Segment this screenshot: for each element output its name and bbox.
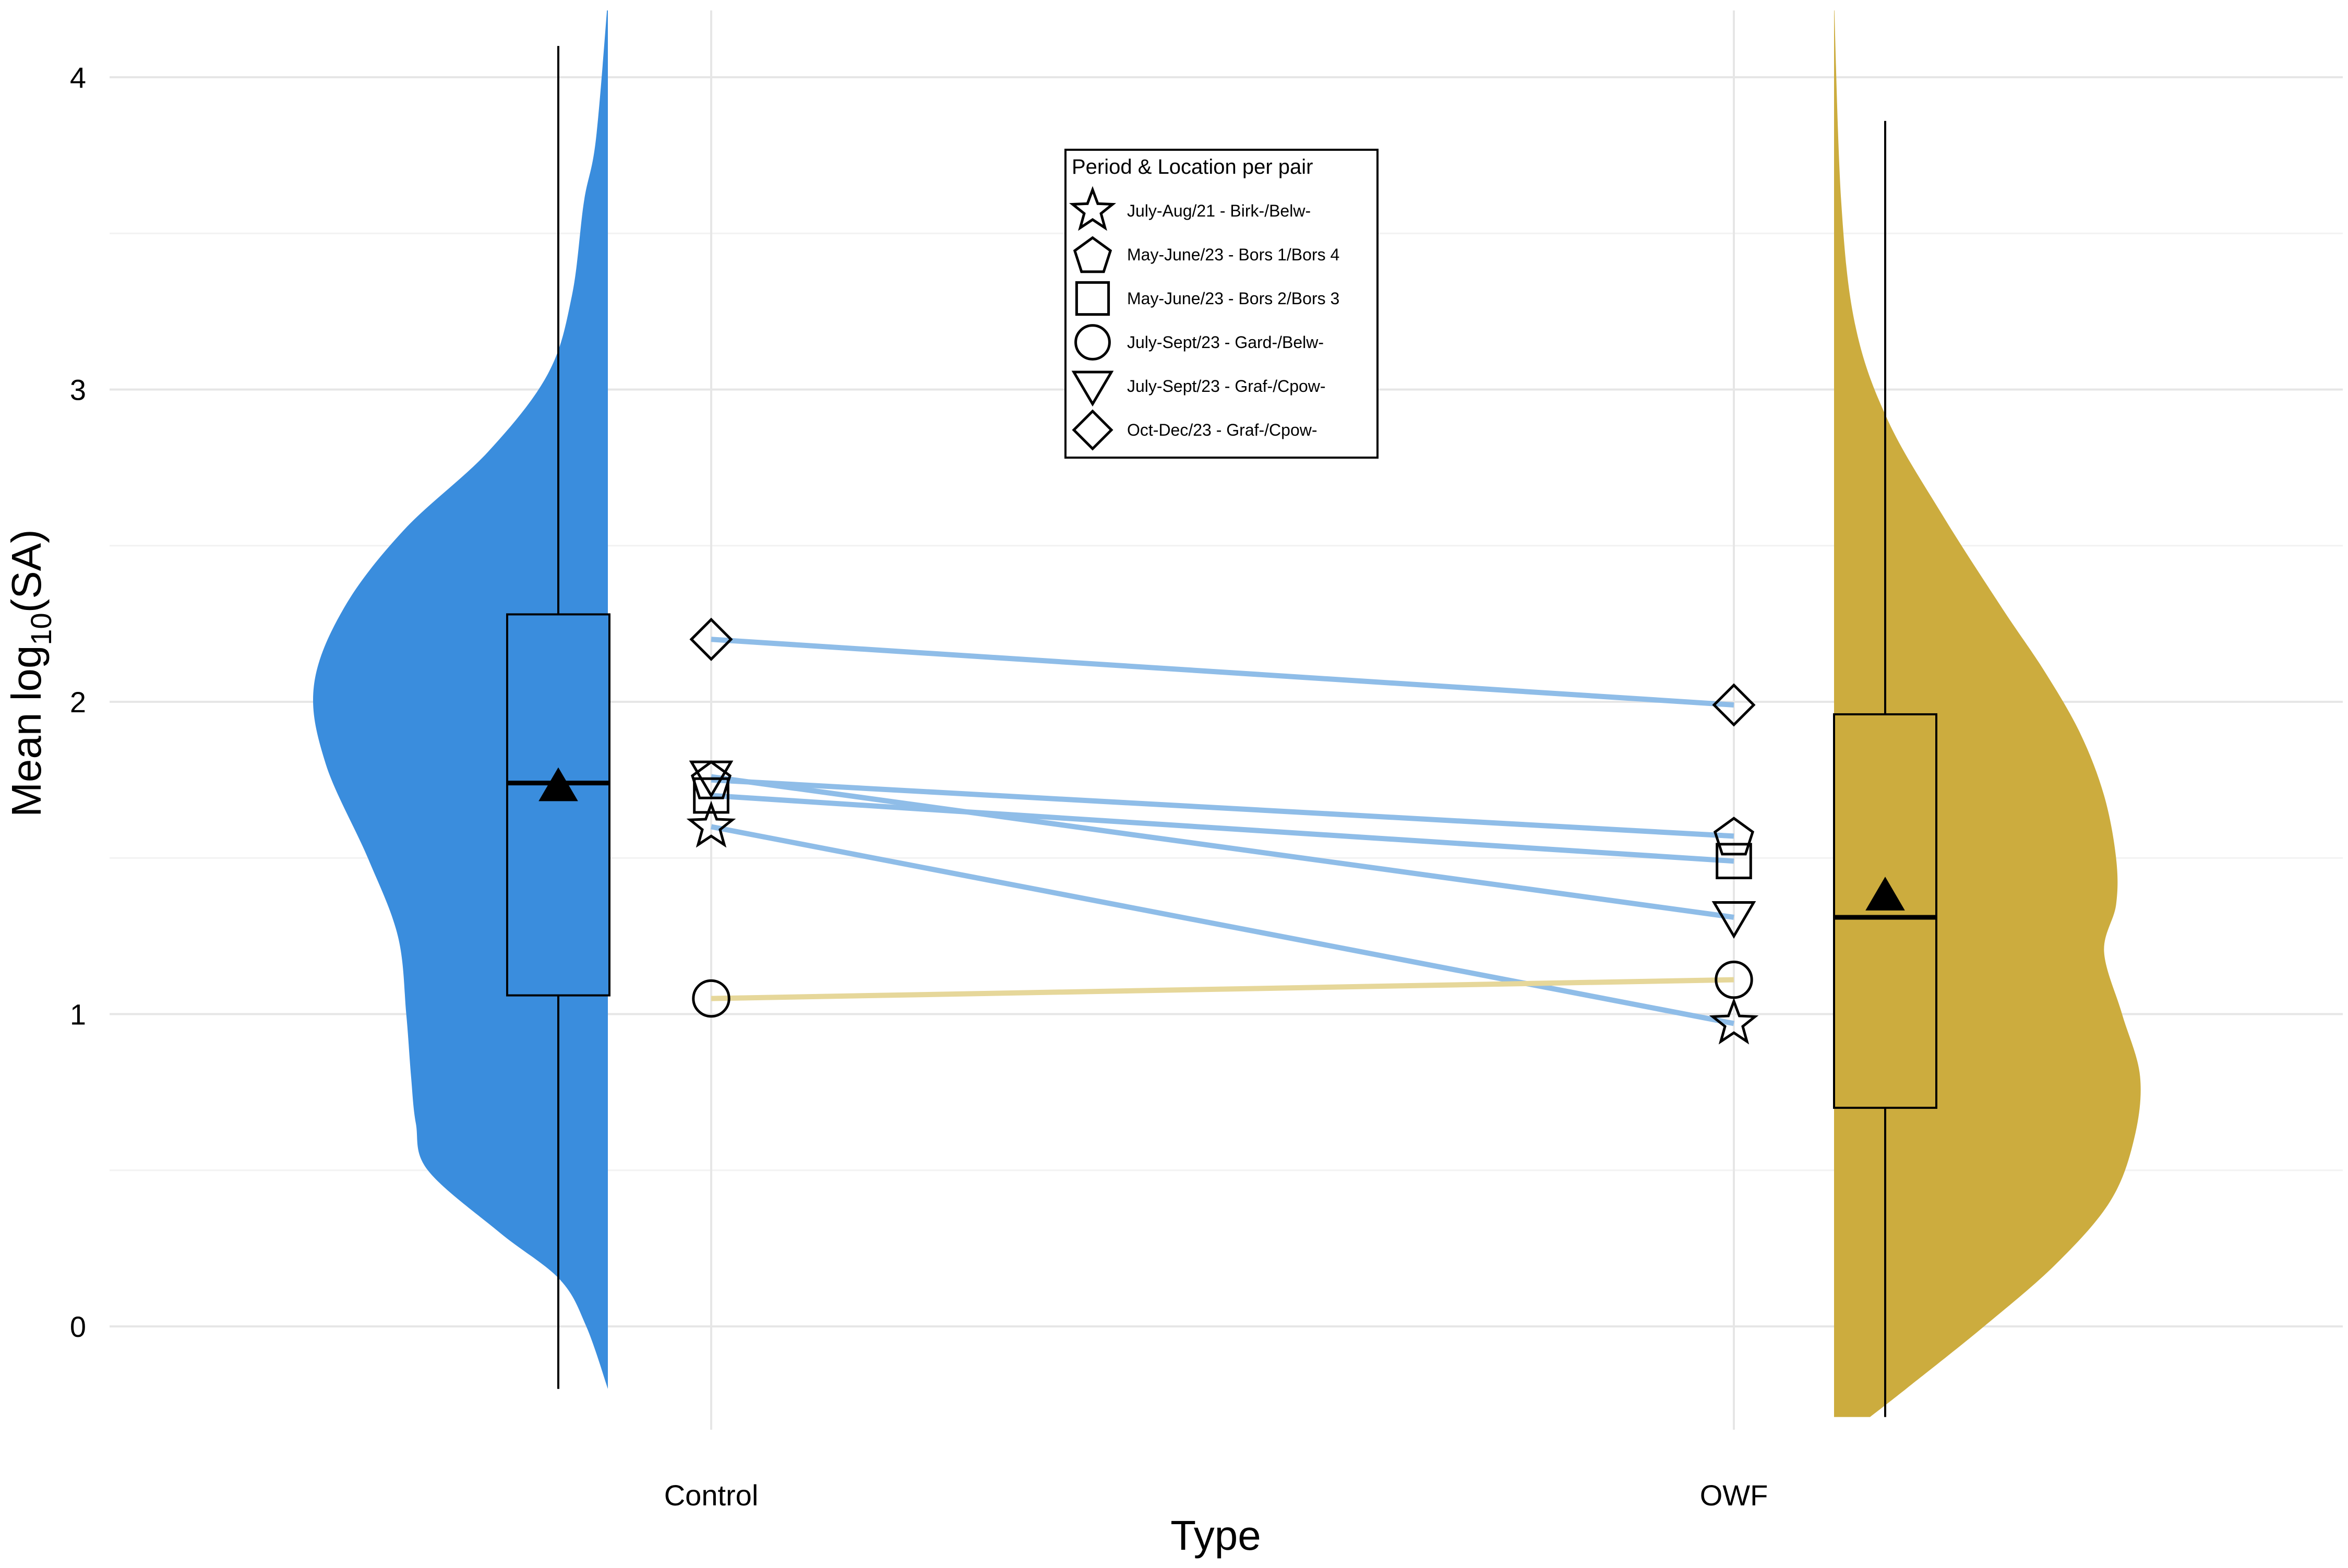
legend-key-pentagon [1073,236,1112,273]
mean-marker-owf [1865,877,1905,911]
density-cloud-owf [1834,10,2141,1417]
pair-line-diamond [711,637,1734,708]
y-axis-title: Mean log10(SA) [3,529,57,817]
pair-line-circle [711,977,1734,1001]
legend-key-square [1075,281,1110,316]
point-control-diamond [689,617,733,661]
paired-points [686,617,1759,1045]
axes-labels: 0 1 2 3 4 Control OWF Type Mean log10(SA) [3,61,1768,1559]
legend-key-triangle-down [1071,370,1114,407]
point-control-circle [692,979,730,1018]
y-axis-title-subscript: 10 [25,613,57,645]
point-control-triangle-down [689,760,734,798]
legend-key-circle [1074,324,1111,361]
legend-label: Oct-Dec/23 - Graf-/Cpow- [1127,421,1317,439]
legend-title: Period & Location per pair [1072,155,1313,178]
box-owf [1833,713,1937,1109]
pair-line-triangle-down [711,774,1734,920]
y-tick-label: 4 [70,61,86,94]
pair-line-square [711,793,1734,864]
legend-label: July-Aug/21 - Birk-/Belw- [1127,201,1311,220]
point-control-star [686,800,736,848]
density-cloud-control [313,10,608,1389]
legend-label: July-Sept/23 - Graf-/Cpow- [1127,377,1326,396]
pair-line-pentagon [711,777,1734,839]
point-owf-star [1709,997,1759,1045]
legend-label: May-June/23 - Bors 1/Bors 4 [1127,245,1339,264]
point-owf-circle [1715,960,1753,999]
point-owf-square [1716,843,1752,879]
y-tick-label: 0 [70,1310,86,1343]
y-tick-label: 3 [70,374,86,406]
x-tick-label: Control [664,1479,759,1512]
legend-box [1064,149,1379,459]
legend-key-diamond [1072,409,1113,451]
y-axis-title-main: Mean log [3,645,50,817]
y-tick-label: 2 [70,686,86,719]
legend-label: July-Sept/23 - Gard-/Belw- [1127,333,1324,352]
legend-label: May-June/23 - Bors 2/Bors 3 [1127,289,1339,308]
x-tick-label: OWF [1700,1479,1768,1512]
x-axis-title: Type [1170,1512,1261,1559]
y-axis-title-tail: (SA) [3,529,50,613]
legend-key-star [1069,186,1117,231]
boxplots [506,46,1937,1417]
point-control-square [693,777,729,814]
paired-lines [711,637,1734,1026]
mean-marker-control [538,767,578,801]
pair-line-star [711,824,1734,1026]
legend: Period & Location per pair July-Aug/21 - … [1064,149,1379,459]
y-tick-label: 1 [70,998,86,1031]
point-owf-diamond [1712,683,1756,727]
point-owf-triangle-down [1711,901,1756,939]
box-control [506,613,610,997]
point-owf-pentagon [1713,817,1755,856]
